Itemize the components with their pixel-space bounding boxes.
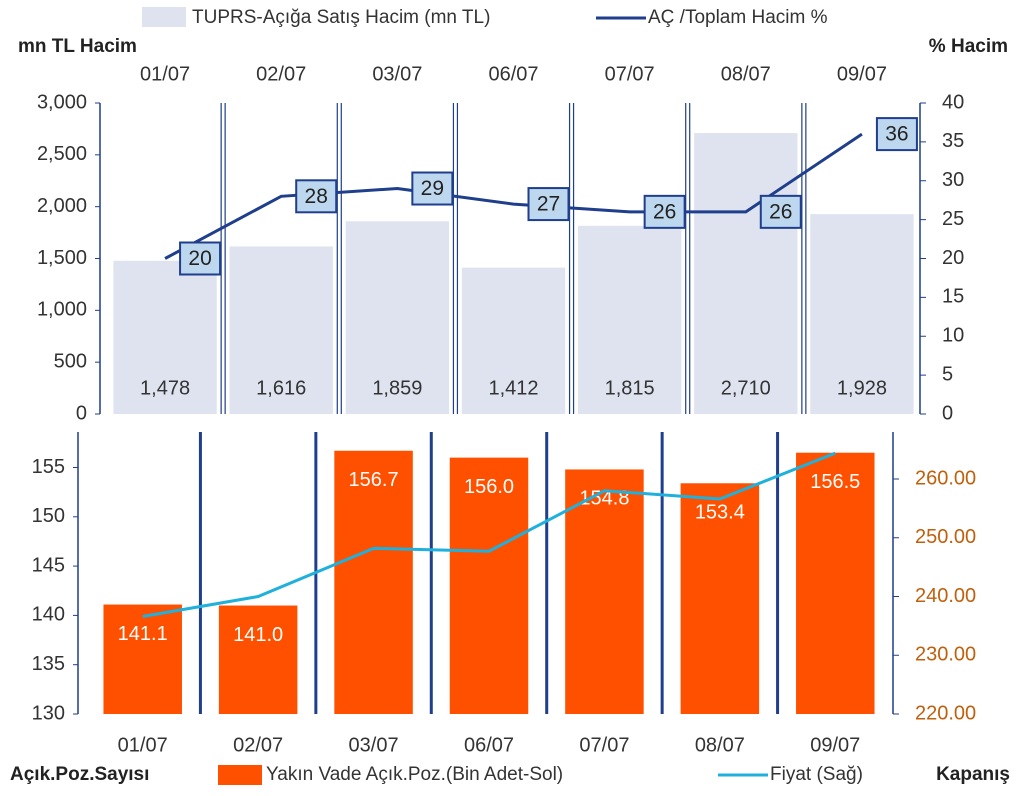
y-tick-label: 3,000 (37, 91, 87, 113)
y2-tick-label: 5 (942, 363, 953, 385)
y2-tick-label: 40 (942, 91, 964, 113)
y2-tick-label: 250.00 (915, 526, 976, 548)
data-label-box (411, 171, 454, 206)
bar (680, 483, 760, 714)
y-tick-label: 130 (32, 702, 65, 724)
data-label: 1,616 (256, 377, 306, 399)
x-tick-label: 02/07 (233, 734, 283, 756)
data-label: 156.0 (464, 476, 514, 498)
x-tick-label: 02/07 (256, 63, 306, 85)
bar (577, 225, 682, 414)
y2-axis-label: % Hacim (929, 36, 1008, 57)
y2-tick-label: 260.00 (915, 467, 976, 489)
bar (449, 457, 529, 714)
bar (113, 260, 217, 414)
y-tick-label: 2,500 (37, 143, 87, 165)
y-tick-label: 2,000 (37, 195, 87, 217)
y-tick-label: 0 (76, 402, 87, 424)
y-tick-label: 1,000 (37, 299, 87, 321)
legend-label: TUPRS-Açığa Satış Hacim (mn TL) (192, 7, 490, 28)
data-label: 156.5 (810, 471, 860, 493)
x-tick-label: 08/07 (721, 63, 771, 85)
y2-tick-label: 30 (942, 169, 964, 191)
data-label: 36 (885, 123, 908, 146)
data-label-box (527, 187, 570, 222)
legend-swatch (218, 765, 262, 785)
data-label: 1,412 (488, 377, 538, 399)
data-label: 27 (537, 193, 560, 216)
y2-tick-label: 15 (942, 286, 964, 308)
y-tick-label: 1,500 (37, 247, 87, 269)
y-axis-label: mn TL Hacim (18, 36, 137, 57)
data-label: 26 (653, 200, 676, 223)
data-label: 153.4 (695, 502, 745, 524)
y-tick-label: 145 (32, 554, 65, 576)
y2-tick-label: 240.00 (915, 585, 976, 607)
data-label: 26 (769, 200, 792, 223)
data-label-box (179, 241, 222, 276)
x-tick-label: 01/07 (118, 734, 168, 756)
x-tick-label: 07/07 (605, 63, 655, 85)
y-tick-label: 155 (32, 456, 65, 478)
line (164, 132, 863, 260)
bar (229, 246, 333, 414)
y2-tick-label: 20 (942, 247, 964, 269)
bar (694, 133, 798, 414)
legend-swatch (142, 7, 186, 27)
x-tick-label: 03/07 (372, 63, 422, 85)
y2-tick-label: 35 (942, 130, 964, 152)
data-label: 1,815 (605, 377, 655, 399)
bar (103, 604, 182, 714)
data-label-box (295, 179, 338, 214)
data-label: 28 (305, 185, 328, 208)
x-tick-label: 09/07 (837, 63, 887, 85)
x-tick-label: 06/07 (488, 63, 538, 85)
data-label-box (643, 194, 686, 229)
y2-axis-label: Kapanış (936, 764, 1010, 785)
legend-label: AÇ /Toplam Hacim % (648, 7, 828, 28)
y-tick-label: 140 (32, 604, 65, 626)
legend-label: Fiyat (Sağ) (770, 764, 863, 785)
bar (810, 214, 914, 414)
y2-tick-label: 25 (942, 208, 964, 230)
data-label: 154.8 (579, 488, 629, 510)
x-tick-label: 01/07 (140, 63, 190, 85)
data-label-box (759, 194, 802, 229)
y-tick-label: 135 (32, 653, 65, 675)
data-label: 1,859 (372, 377, 422, 399)
y2-tick-label: 0 (942, 402, 953, 424)
data-label: 141.1 (118, 623, 168, 645)
bar (334, 450, 413, 714)
line (142, 451, 836, 618)
x-tick-label: 08/07 (695, 734, 745, 756)
bar (565, 469, 644, 714)
x-tick-label: 09/07 (810, 734, 860, 756)
data-label: 156.7 (349, 469, 399, 491)
y2-tick-label: 230.00 (915, 644, 976, 666)
data-label: 1,478 (140, 377, 190, 399)
data-label: 29 (421, 177, 444, 200)
bar (345, 221, 450, 414)
bar (218, 605, 298, 714)
y-axis-label: Açık.Poz.Sayısı (10, 764, 149, 785)
data-label: 1,928 (837, 377, 887, 399)
y2-tick-label: 220.00 (915, 702, 976, 724)
legend-label: Yakın Vade Açık.Poz.(Bin Adet-Sol) (266, 764, 563, 785)
x-tick-label: 07/07 (579, 734, 629, 756)
y-tick-label: 150 (32, 505, 65, 527)
x-tick-label: 03/07 (349, 734, 399, 756)
data-label-box (875, 117, 918, 152)
x-tick-label: 06/07 (464, 734, 514, 756)
bar (796, 452, 875, 714)
data-label: 141.0 (233, 624, 283, 646)
data-label: 2,710 (721, 377, 771, 399)
y2-tick-label: 10 (942, 325, 964, 347)
bar (461, 267, 566, 414)
data-label: 20 (188, 247, 211, 270)
y-tick-label: 500 (54, 350, 87, 372)
